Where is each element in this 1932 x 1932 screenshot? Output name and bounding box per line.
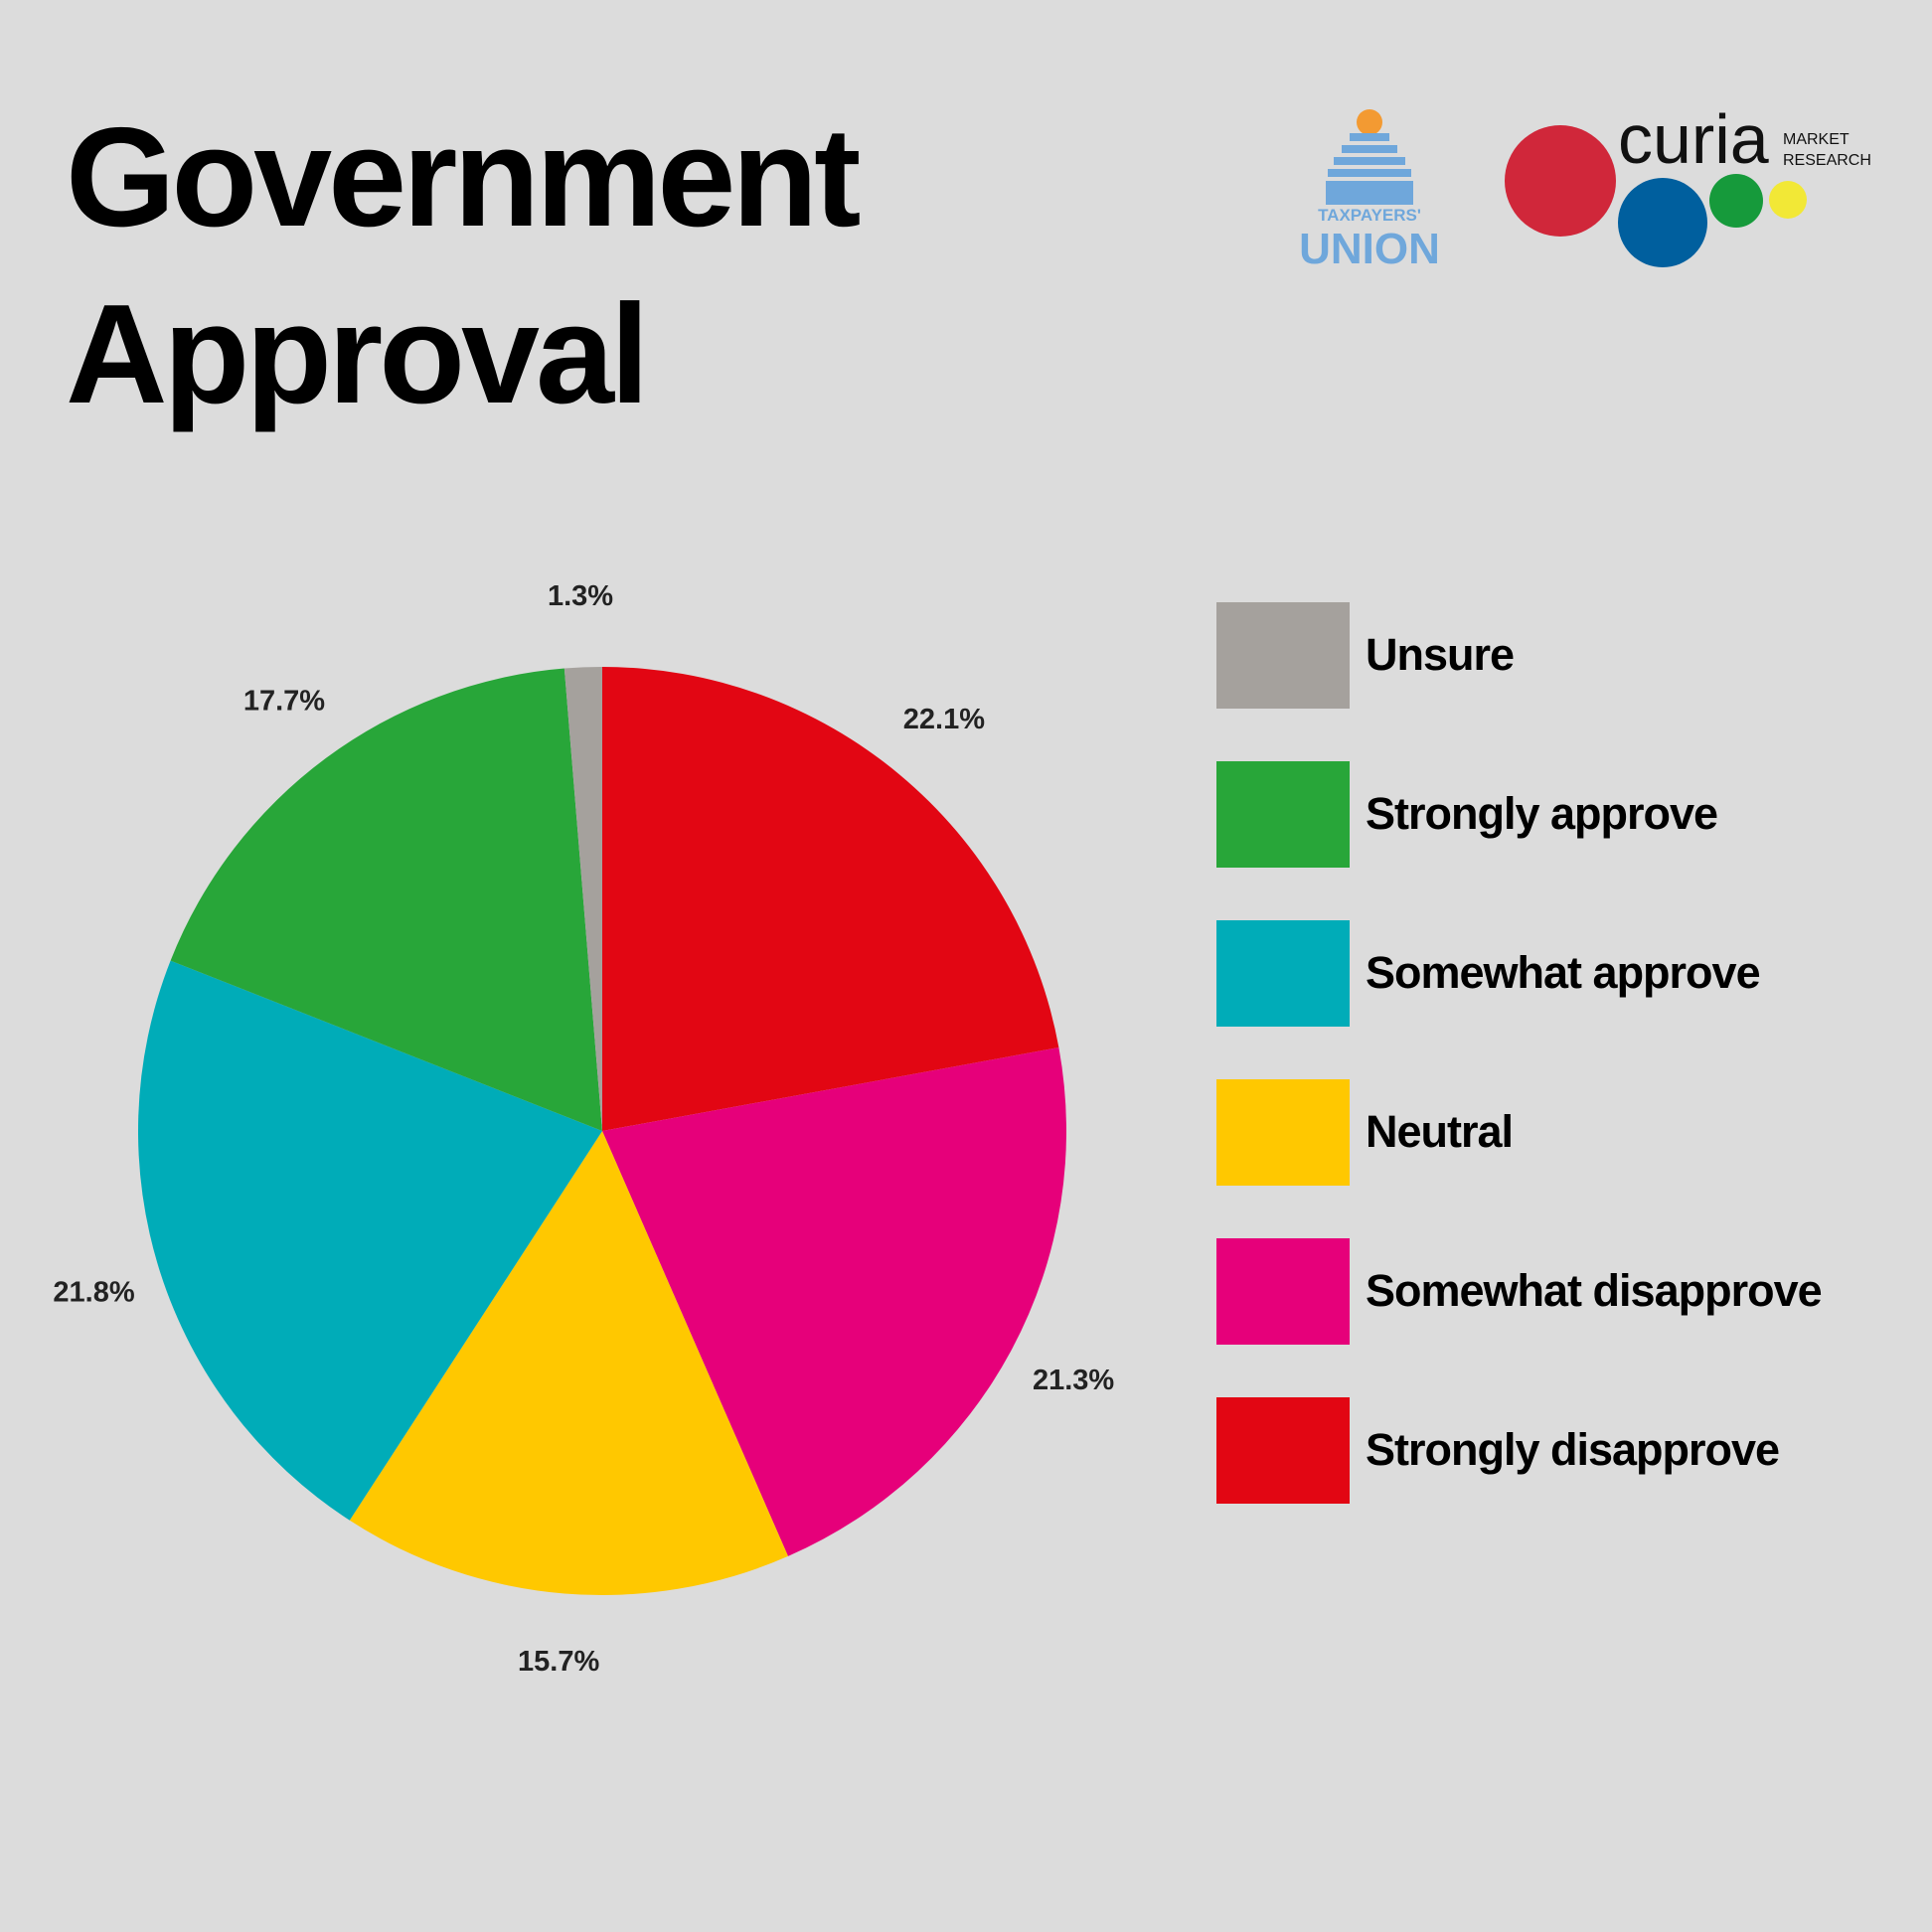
legend-swatch bbox=[1216, 1079, 1350, 1186]
pie-slice bbox=[564, 667, 602, 1131]
legend-swatch bbox=[1216, 920, 1350, 1027]
logo-dome bbox=[1357, 109, 1382, 135]
data-label: 15.7% bbox=[518, 1646, 599, 1678]
logo-text: UNION bbox=[1299, 225, 1440, 273]
pie-slice bbox=[349, 1131, 788, 1595]
legend-label: Somewhat approve bbox=[1366, 947, 1760, 998]
logo-circle bbox=[1769, 181, 1807, 219]
logo-shape bbox=[1326, 181, 1413, 205]
legend-label: Strongly disapprove bbox=[1366, 1424, 1779, 1475]
data-label: 22.1% bbox=[903, 704, 985, 735]
data-label: 17.7% bbox=[243, 685, 325, 717]
logo-shape bbox=[1342, 145, 1397, 153]
logo-text: curia bbox=[1618, 100, 1769, 178]
taxpayers-logo: TAXPAYERS' UNION bbox=[1299, 109, 1440, 273]
logo-circle bbox=[1618, 178, 1707, 267]
legend: Unsure Strongly approve Somewhat approve Ne… bbox=[1216, 602, 1823, 1504]
logo-circle bbox=[1709, 174, 1763, 228]
pie-slice bbox=[170, 668, 603, 1131]
legend-swatch bbox=[1216, 1397, 1350, 1504]
legend-swatch bbox=[1216, 1238, 1350, 1345]
logo-text: RESEARCH bbox=[1783, 152, 1871, 169]
legend-swatch bbox=[1216, 761, 1350, 868]
pie: 22.1% 21.3% 15.7% 21.8% 17.7% 1.3% bbox=[53, 580, 1114, 1678]
legend-swatch bbox=[1216, 602, 1350, 709]
chart-title: Approval bbox=[66, 275, 645, 433]
legend-label: Strongly approve bbox=[1366, 788, 1717, 839]
logo-shape bbox=[1334, 157, 1405, 165]
legend-label: Neutral bbox=[1366, 1106, 1513, 1157]
pie-slice bbox=[138, 960, 602, 1521]
curia-logo: curia MARKET RESEARCH bbox=[1505, 100, 1871, 267]
data-label: 21.8% bbox=[53, 1276, 134, 1308]
legend-label: Somewhat disapprove bbox=[1366, 1265, 1822, 1316]
data-label: 21.3% bbox=[1033, 1365, 1114, 1396]
logo-text: TAXPAYERS' bbox=[1318, 206, 1421, 225]
logo-circle bbox=[1505, 125, 1616, 237]
pie-slice bbox=[602, 667, 1059, 1131]
logo-shape bbox=[1350, 133, 1389, 141]
logo-shape bbox=[1328, 169, 1411, 177]
pie-slice bbox=[602, 1047, 1066, 1556]
data-label: 1.3% bbox=[548, 580, 613, 612]
legend-label: Unsure bbox=[1366, 629, 1514, 680]
chart-title: Government bbox=[66, 98, 860, 256]
logo-text: MARKET bbox=[1783, 131, 1850, 148]
